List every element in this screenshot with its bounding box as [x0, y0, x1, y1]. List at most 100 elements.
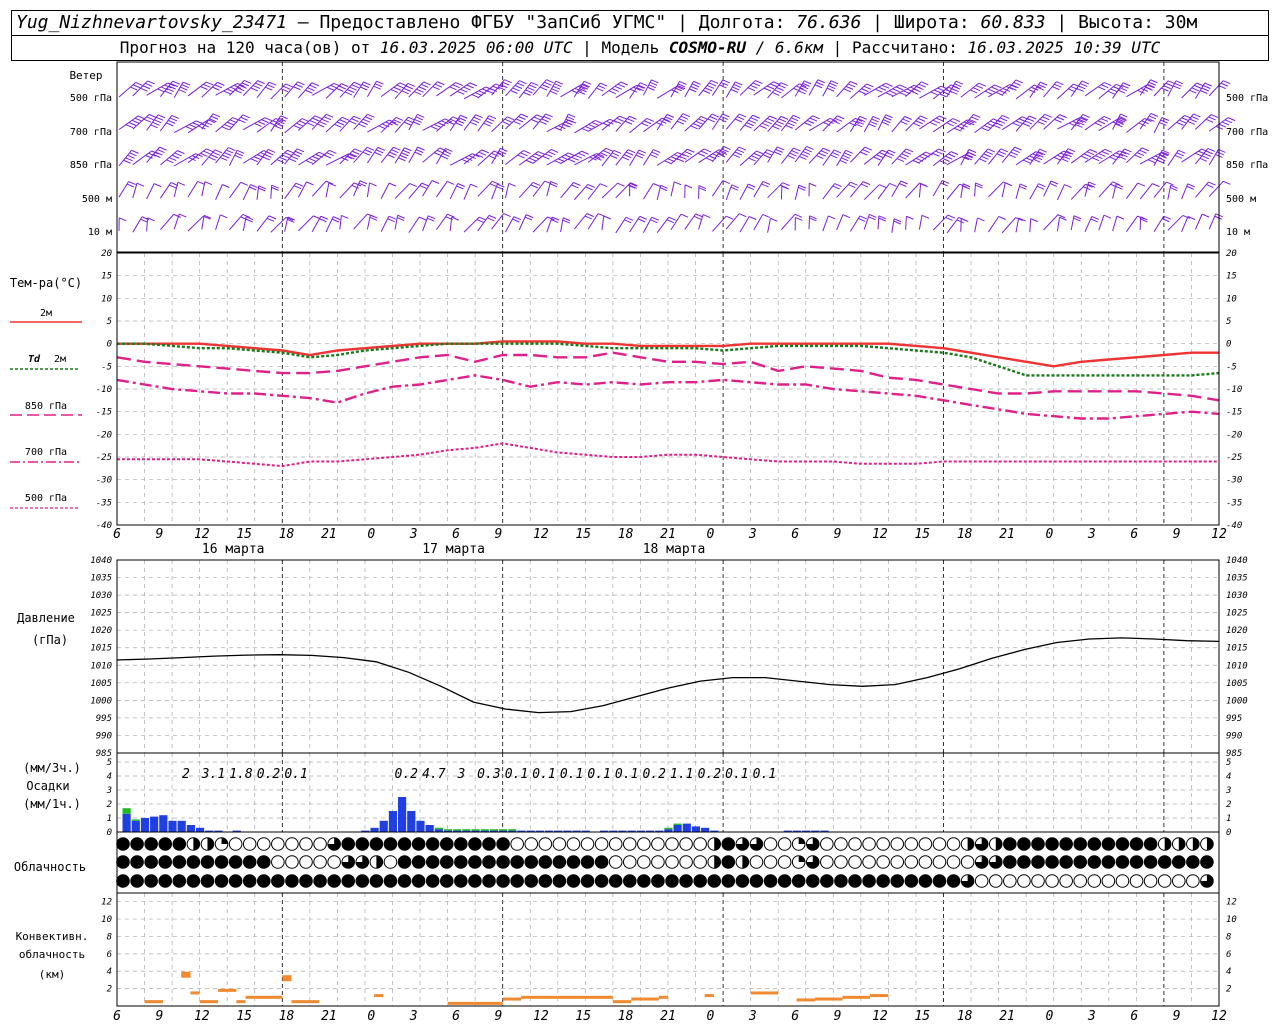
cloud-middle-symbol [693, 855, 707, 869]
wind-barb-feather [126, 183, 135, 188]
wind-barb-feather [1090, 218, 1098, 223]
cloud-low-symbol [763, 874, 778, 888]
cloud-middle-symbol [454, 855, 468, 869]
wind-barb-feather [353, 182, 362, 187]
legend-td: 2м [54, 354, 66, 365]
cloud-middle-symbol [327, 855, 341, 869]
wind-barb-feather [886, 152, 894, 157]
wind-barb [215, 147, 229, 164]
wind-barb-feather [1101, 84, 1109, 89]
wind-barb [173, 81, 184, 98]
wind-barb-feather [290, 155, 299, 160]
wind-barb-feather [977, 217, 985, 222]
wind-barb [532, 149, 552, 164]
wind-barb-feather [862, 181, 871, 186]
wind-barb [601, 150, 615, 167]
wind-barb-feather [254, 122, 262, 127]
wind-barb-feather [978, 82, 987, 87]
wind-barb-feather [217, 81, 225, 86]
wind-barb-feather [770, 83, 778, 88]
wind-barb [518, 214, 527, 231]
wind-barb [229, 214, 244, 231]
precip-bar [425, 825, 434, 832]
wind-barb-feather [730, 186, 739, 191]
wind-barb [781, 83, 800, 99]
precip-bar-top [443, 829, 453, 831]
conv-tick-right: 2 [1226, 985, 1231, 995]
wind-barb-feather [376, 80, 384, 85]
cloud-high-symbol [763, 837, 778, 851]
wind-barb-feather [430, 125, 438, 130]
wind-barb [629, 149, 640, 166]
wind-barb-feather [431, 180, 440, 184]
cloud-high-symbol [242, 837, 257, 851]
wind-barb [1112, 215, 1118, 232]
wind-level-right: 700 гПа [1226, 127, 1268, 138]
cloud-middle-symbol [552, 855, 567, 869]
wind-barb [656, 216, 670, 234]
wind-barb-feather [528, 157, 537, 162]
wind-barb-feather [762, 154, 771, 159]
wind-barb-feather [1078, 85, 1086, 90]
cloud-middle-symbol [932, 855, 947, 869]
wind-barb [187, 81, 207, 97]
cloud-middle-symbol [1186, 855, 1200, 869]
wind-barb-feather [520, 152, 528, 157]
cloud-low-symbol [383, 874, 398, 888]
wind-barb-feather [717, 153, 726, 158]
wind-barb-feather [999, 89, 1007, 94]
wind-barb-feather [445, 148, 453, 152]
time-tick-label-bottom: 21 [321, 1009, 337, 1024]
wind-barb-feather [809, 182, 817, 187]
wind-barb-feather [793, 147, 801, 152]
wind-barb-feather [1110, 88, 1118, 93]
wind-barb-feather [351, 118, 359, 123]
wind-barb [863, 184, 880, 201]
wind-barb-feather [1161, 87, 1169, 92]
wind-barb-feather [1201, 213, 1210, 218]
wind-barb-feather [842, 154, 850, 159]
wind-barb-feather [1166, 181, 1174, 186]
wind-barb-feather [470, 183, 478, 188]
wind-barb-feather [942, 180, 950, 184]
wind-barb-feather [306, 181, 314, 186]
temp-tick-left: -30 [96, 476, 112, 486]
wind-barb [767, 146, 778, 163]
wind-barb-feather [388, 182, 397, 187]
wind-barb [919, 148, 939, 163]
wind-barb-feather [220, 214, 228, 219]
wind-barb [1070, 114, 1084, 131]
cloud-middle-symbol [397, 855, 412, 869]
wind-barb-feather [147, 217, 155, 222]
wind-barb [656, 152, 678, 166]
wind-barb-feather [809, 117, 818, 122]
wind-barb-feather [884, 154, 893, 159]
pressure-tick-right: 1015 [1226, 644, 1248, 654]
wind-barb-feather [1057, 214, 1066, 219]
wind-barb-feather [613, 149, 622, 154]
cloud-low-symbol [425, 874, 440, 888]
wind-barb [1015, 151, 1037, 166]
cloud-middle-symbol [848, 855, 862, 869]
wind-barb-feather [1022, 159, 1031, 164]
wind-barb-feather [785, 124, 793, 129]
cloud-high-fill [207, 837, 214, 851]
wind-barb-feather [252, 85, 261, 89]
cloud-low-symbol [1059, 874, 1073, 888]
cloud-high-symbol [454, 837, 468, 851]
precip-bar [691, 826, 701, 832]
wind-barb-feather [709, 116, 718, 120]
wind-barb-feather [799, 155, 807, 160]
lat-value: 60.833 [980, 12, 1046, 33]
wind-barb-feather [1100, 118, 1109, 123]
cloud-middle-symbol [439, 855, 454, 869]
wind-barb-feather [732, 86, 740, 91]
wind-barb-feather [206, 148, 214, 153]
cloud-low-symbol [721, 874, 736, 888]
wind-barb-feather [1214, 215, 1222, 220]
wind-barb-feather [680, 213, 689, 218]
wind-barb-feather [689, 88, 697, 93]
wind-barb [215, 82, 238, 96]
wind-barb [463, 184, 471, 200]
